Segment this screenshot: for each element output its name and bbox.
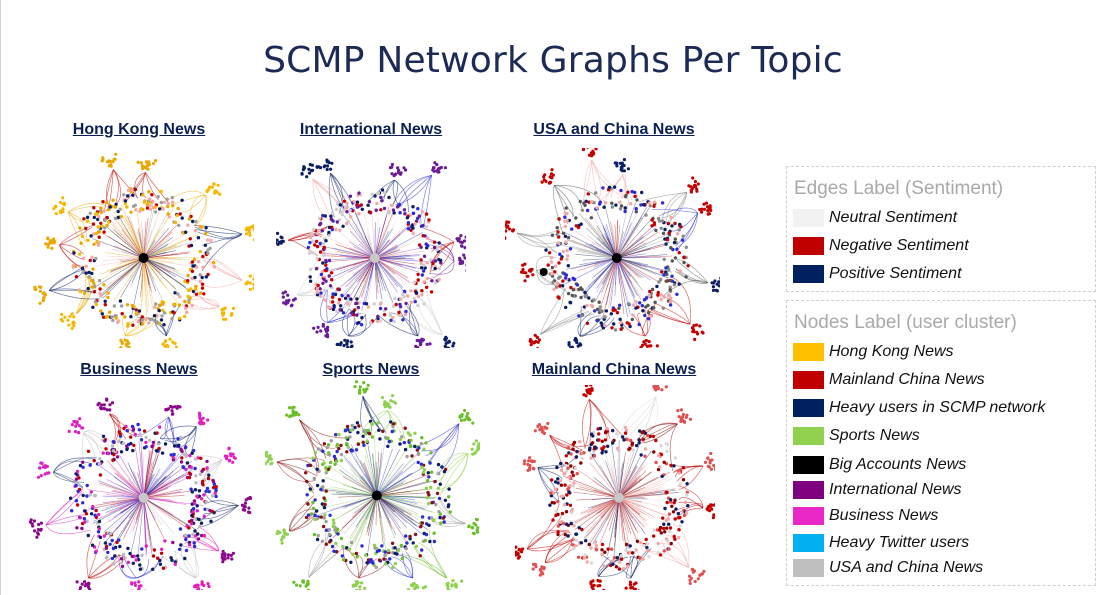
legend-label: Positive Sentiment: [829, 265, 962, 282]
legend-label: Neutral Sentiment: [829, 209, 958, 226]
edges-legend: Edges Label (Sentiment) Neutral Sentimen…: [786, 166, 1096, 292]
swatch: [793, 456, 824, 474]
graph-label-business: Business News: [80, 361, 198, 378]
graph-label-mainland-china: Mainland China News: [531, 361, 697, 378]
legend-label: Negative Sentiment: [829, 237, 969, 254]
nodes-legend: Nodes Label (user cluster) Hong Kong New…: [786, 300, 1096, 586]
graph-label-usa-china: USA and China News: [533, 121, 695, 138]
network-graph-international: [276, 158, 466, 348]
graph-label-international: International News: [299, 121, 443, 138]
swatch: [793, 534, 824, 552]
nodes-legend-title: Nodes Label (user cluster): [794, 312, 1017, 333]
swatch: [793, 209, 824, 227]
network-graph-hong-kong: [33, 152, 254, 348]
legend-label: Mainland China News: [829, 371, 985, 388]
graph-label-hong-kong: Hong Kong News: [72, 121, 206, 138]
graph-label-sports: Sports News: [322, 361, 420, 378]
legend-label: Business News: [829, 507, 939, 524]
swatch: [793, 371, 824, 389]
legend-label: Big Accounts News: [829, 456, 967, 473]
edges-legend-title: Edges Label (Sentiment): [794, 178, 1004, 199]
legend-label: Sports News: [829, 427, 920, 444]
swatch: [793, 237, 824, 255]
left-border: [0, 0, 1, 595]
network-graph-business: [28, 397, 253, 590]
network-graph-mainland-china: [515, 385, 715, 590]
legend-label: Heavy users in SCMP network: [829, 399, 1046, 416]
network-graph-sports: [265, 380, 480, 590]
legend-label: Hong Kong News: [829, 343, 954, 360]
page-title: SCMP Network Graphs Per Topic: [263, 40, 843, 81]
legend-label: International News: [829, 481, 962, 498]
legend-label: USA and China News: [829, 559, 984, 576]
swatch: [793, 343, 824, 361]
swatch: [793, 399, 824, 417]
swatch: [793, 427, 824, 445]
swatch: [793, 559, 824, 577]
swatch: [793, 265, 824, 283]
swatch: [793, 481, 824, 499]
legend-label: Heavy Twitter users: [829, 534, 970, 551]
network-graph-usa-china: [505, 148, 720, 348]
swatch: [793, 507, 824, 525]
